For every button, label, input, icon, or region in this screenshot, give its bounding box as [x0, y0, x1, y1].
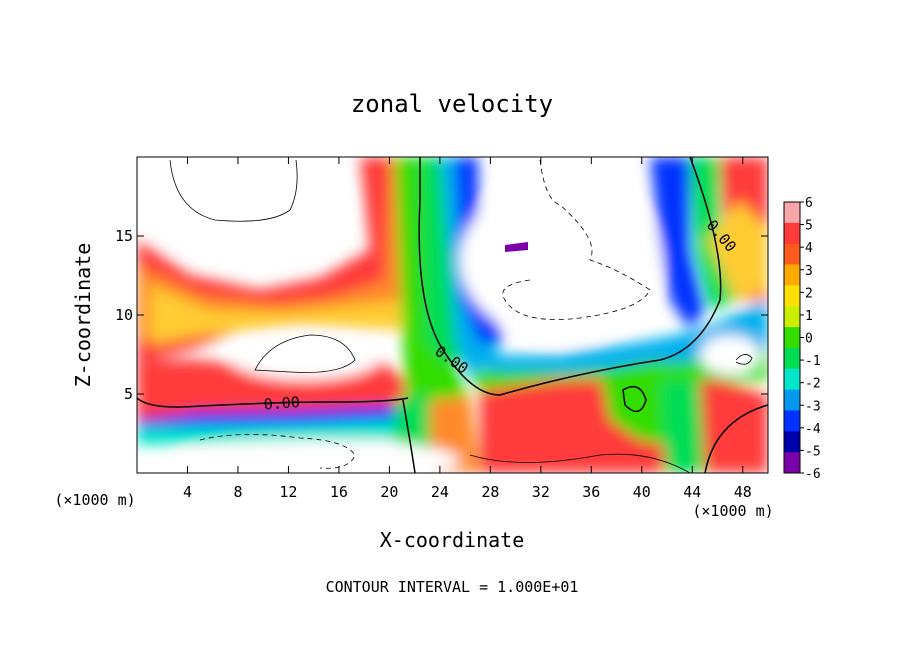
- contour-interval-note: CONTOUR INTERVAL = 1.000E+01: [326, 578, 579, 596]
- colorbar-tick-label: 3: [805, 264, 813, 279]
- x-tick-label: 24: [431, 483, 449, 501]
- x-tick-label: 32: [532, 483, 550, 501]
- colorbar-tick-label: -6: [805, 467, 821, 482]
- x-axis-ticks: 4 8 12 16 20 24 28 32 36 40 44 48: [183, 157, 752, 501]
- colorbar-tick-label: -2: [805, 377, 821, 392]
- z-axis-label: Z-coordinate: [71, 243, 95, 388]
- contour-label: 0.00: [263, 393, 300, 413]
- colorbar-tick-label: 4: [805, 241, 813, 256]
- z-tick-label: 10: [115, 306, 133, 324]
- x-tick-label: 16: [330, 483, 348, 501]
- colorbar-tick-label: 0: [805, 332, 813, 347]
- z-axis-ticks: 5 10 15: [115, 227, 768, 403]
- colorbar-swatch: [784, 243, 800, 266]
- colorbar-swatch: [784, 306, 800, 328]
- colorbar-swatch: [784, 264, 800, 286]
- colorbar-tick-label: 2: [805, 286, 813, 301]
- colorbar-swatch: [784, 431, 800, 453]
- colorbar-tick-label: -4: [805, 422, 821, 437]
- colorbar-tick-label: -3: [805, 399, 821, 414]
- colorbar-swatch: [784, 202, 800, 224]
- colorbar-tick-label: -5: [805, 444, 821, 459]
- z-tick-label: 5: [124, 385, 133, 403]
- x-tick-label: 44: [683, 483, 701, 501]
- x-unit-left: (×1000 m): [54, 491, 135, 509]
- x-tick-label: 4: [183, 483, 192, 501]
- x-tick-label: 40: [633, 483, 651, 501]
- colorbar-tick-label: -1: [805, 354, 821, 369]
- colorbar-swatch: [784, 347, 800, 370]
- colorbar-swatch: [784, 285, 800, 307]
- x-tick-label: 12: [279, 483, 297, 501]
- colorbar-swatch: [784, 222, 800, 245]
- colorbar-swatch: [784, 410, 800, 432]
- x-axis-label: X-coordinate: [380, 528, 525, 552]
- x-tick-label: 28: [481, 483, 499, 501]
- chart-title: zonal velocity: [351, 90, 553, 118]
- colorbar-swatch: [784, 389, 800, 411]
- colorbar-tick-label: 6: [805, 196, 813, 211]
- velocity-field: [137, 157, 768, 473]
- x-unit-right: (×1000 m): [692, 502, 773, 520]
- colorbar-tick-label: 1: [805, 309, 813, 324]
- x-tick-label: 20: [380, 483, 398, 501]
- x-tick-label: 48: [734, 483, 752, 501]
- colorbar-swatch: [784, 452, 800, 474]
- colorbar-swatch: [784, 327, 800, 349]
- colorbar: 6 5 4 3 2 1 0 -1 -2 -3 -4 -5 -6: [783, 196, 821, 482]
- colorbar-swatch: [784, 368, 800, 391]
- x-tick-label: 8: [233, 483, 242, 501]
- colorbar-tick-label: 5: [805, 219, 813, 234]
- x-tick-label: 36: [582, 483, 600, 501]
- z-tick-label: 15: [115, 227, 133, 245]
